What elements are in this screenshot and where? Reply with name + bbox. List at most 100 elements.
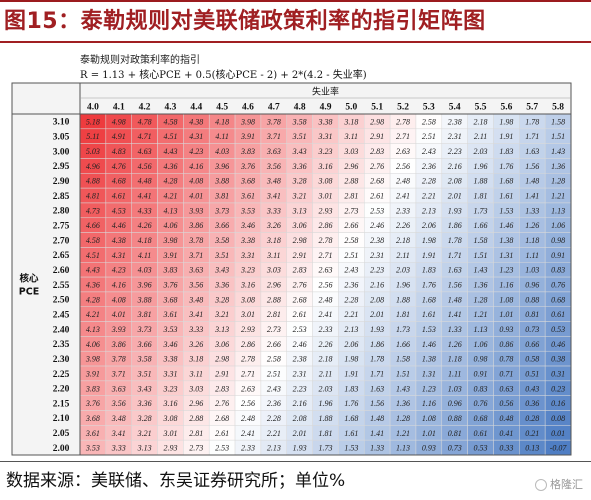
cell-value-label: 3.96 xyxy=(214,162,229,171)
cell-value-label: 4.88 xyxy=(86,177,100,186)
cell-value-label: 2.53 xyxy=(293,325,307,334)
cell-value-label: 3.61 xyxy=(240,192,255,201)
footer-divider xyxy=(0,461,591,462)
cell-value-label: 3.78 xyxy=(188,236,203,245)
cell-value-label: 1.33 xyxy=(370,444,384,453)
cell-value-label: 3.08 xyxy=(162,414,177,423)
cell-value-label: 2.76 xyxy=(215,399,229,408)
cell-value-label: 2.43 xyxy=(344,266,358,275)
cell-value-label: 4.66 xyxy=(86,221,100,230)
cell-value-label: 4.48 xyxy=(138,177,152,186)
cell-value-label: 0.91 xyxy=(474,369,488,378)
cell-value-label: 2.81 xyxy=(189,429,203,438)
cell-value-label: 1.96 xyxy=(396,281,410,290)
cell-value-label: 4.21 xyxy=(163,192,177,201)
cell-value-label: 4.76 xyxy=(112,162,126,171)
cell-value-label: 4.36 xyxy=(86,281,100,290)
x-tick-label: 4.7 xyxy=(268,103,280,113)
cell-value-label: 2.38 xyxy=(370,236,384,245)
cell-value-label: 3.81 xyxy=(214,192,229,201)
cell-value-label: 3.43 xyxy=(137,384,152,393)
cell-value-label: 2.76 xyxy=(370,162,384,171)
x-tick-label: 4.8 xyxy=(294,103,306,113)
cell-value-label: 2.16 xyxy=(370,281,384,290)
cell-value-label: 2.96 xyxy=(344,162,358,171)
y-tick-label: 3.05 xyxy=(53,133,70,143)
y-axis-title: PCE xyxy=(19,287,39,298)
cell-value-label: 3.71 xyxy=(266,132,281,141)
cell-value-label: 3.43 xyxy=(214,266,229,275)
cell-value-label: 1.06 xyxy=(474,340,488,349)
cell-value-label: 2.13 xyxy=(344,325,358,334)
cell-value-label: 1.96 xyxy=(474,162,488,171)
cell-value-label: 2.86 xyxy=(319,221,333,230)
cell-value-label: 1.46 xyxy=(499,221,513,230)
cell-value-label: 3.81 xyxy=(137,310,152,319)
cell-value-label: 1.43 xyxy=(551,147,565,156)
cell-value-label: 4.06 xyxy=(163,221,177,230)
cell-value-label: 2.11 xyxy=(319,369,332,378)
cell-value-label: 2.41 xyxy=(319,310,333,319)
cell-value-label: 2.36 xyxy=(344,281,358,290)
cell-value-label: 4.16 xyxy=(189,162,203,171)
cell-value-label: 2.91 xyxy=(215,369,229,378)
cell-value-label: 4.56 xyxy=(138,162,152,171)
cell-value-label: 1.28 xyxy=(551,177,565,186)
cell-value-label: 3.08 xyxy=(318,177,333,186)
cell-value-label: 3.46 xyxy=(240,221,255,230)
cell-value-label: 2.68 xyxy=(293,295,307,304)
cell-value-label: 3.83 xyxy=(240,147,255,156)
cell-value-label: 1.21 xyxy=(474,310,488,319)
cell-value-label: 2.33 xyxy=(319,325,333,334)
cell-value-label: 3.51 xyxy=(214,251,229,260)
cell-value-label: 1.73 xyxy=(319,444,333,453)
rate-matrix-heatmap: 失业率 4.0 4.1 4.2 4.3 4.4 4.5 4.6 4.7 4.8 4.9 5.0 5.1 5… xyxy=(11,82,572,456)
cell-value-label: 3.13 xyxy=(214,325,229,334)
cell-value-label: 3.56 xyxy=(111,399,126,408)
cell-value-label: 1.83 xyxy=(344,384,358,393)
cell-value-label: 2.23 xyxy=(370,266,384,275)
cell-value-label: 2.48 xyxy=(396,177,410,186)
cell-value-label: 0.96 xyxy=(448,399,462,408)
y-tick-label: 2.50 xyxy=(53,296,70,306)
cell-value-label: 0.41 xyxy=(499,429,513,438)
cell-value-label: 1.61 xyxy=(344,429,358,438)
cell-value-label: 4.51 xyxy=(86,251,100,260)
cell-value-label: 3.43 xyxy=(292,147,307,156)
cell-value-label: 4.91 xyxy=(112,132,126,141)
y-tick-label: 2.95 xyxy=(53,162,70,172)
cell-value-label: 3.53 xyxy=(85,444,100,453)
cell-value-label: 3.88 xyxy=(214,177,229,186)
cell-value-label: 2.51 xyxy=(422,132,436,141)
cell-value-label: 2.16 xyxy=(448,162,462,171)
cell-value-label: 4.73 xyxy=(86,206,100,215)
cell-value-label: 1.41 xyxy=(370,429,384,438)
cell-value-label: 5.11 xyxy=(86,132,99,141)
cell-value-label: 1.56 xyxy=(448,281,462,290)
cell-value-label: 4.63 xyxy=(138,147,152,156)
cell-value-label: 0.91 xyxy=(551,251,565,260)
cell-value-label: 1.66 xyxy=(474,221,488,230)
cell-value-label: 3.41 xyxy=(266,192,281,201)
cell-value-label: 0.48 xyxy=(499,414,513,423)
cell-value-label: 1.76 xyxy=(344,399,358,408)
y-tick-label: 2.75 xyxy=(53,221,70,231)
x-tick-label: 5.2 xyxy=(397,103,409,113)
cell-value-label: 4.13 xyxy=(86,325,100,334)
x-tick-label: 5.6 xyxy=(500,103,512,113)
cell-value-label: 1.71 xyxy=(448,251,462,260)
cell-value-label: 1.16 xyxy=(422,399,436,408)
cell-value-label: 3.13 xyxy=(292,206,307,215)
cell-value-label: 3.76 xyxy=(85,399,100,408)
cell-value-label: 4.03 xyxy=(138,266,152,275)
cell-value-label: 0.58 xyxy=(525,355,539,364)
cell-value-label: 0.28 xyxy=(525,414,539,423)
cell-value-label: 1.81 xyxy=(319,429,333,438)
cell-value-label: 3.18 xyxy=(266,236,281,245)
cell-value-label: 0.73 xyxy=(525,325,539,334)
cell-value-label: 1.66 xyxy=(396,340,410,349)
cell-value-label: 2.01 xyxy=(448,192,462,201)
cell-value-label: 2.68 xyxy=(370,177,384,186)
cell-value-label: 3.33 xyxy=(111,444,126,453)
cell-value-label: 2.31 xyxy=(448,132,462,141)
